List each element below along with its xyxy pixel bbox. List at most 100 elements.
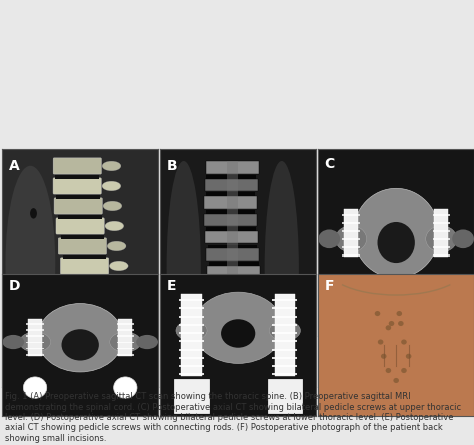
Ellipse shape	[176, 321, 207, 340]
Bar	[179, 316, 204, 318]
Circle shape	[381, 354, 386, 359]
Bar	[27, 329, 44, 331]
Bar	[209, 352, 262, 365]
Bar	[273, 316, 297, 318]
Bar	[343, 222, 360, 224]
Bar	[56, 195, 100, 199]
FancyBboxPatch shape	[62, 278, 110, 294]
Bar	[207, 370, 260, 382]
Text: F: F	[325, 279, 334, 293]
Circle shape	[389, 321, 394, 326]
Bar	[64, 315, 108, 319]
Bar	[60, 355, 103, 359]
Bar	[343, 238, 360, 240]
FancyBboxPatch shape	[53, 158, 101, 174]
Ellipse shape	[105, 221, 124, 231]
Ellipse shape	[136, 335, 158, 349]
Bar	[228, 161, 238, 380]
Bar	[212, 314, 262, 318]
Bar	[434, 209, 448, 258]
Bar	[210, 335, 263, 348]
Bar	[206, 248, 259, 261]
Bar	[433, 230, 450, 232]
Bar	[433, 254, 450, 256]
Bar	[273, 299, 297, 301]
Bar	[117, 323, 134, 325]
FancyBboxPatch shape	[58, 358, 106, 374]
Bar	[273, 357, 297, 359]
FancyBboxPatch shape	[62, 298, 110, 314]
Text: C: C	[325, 157, 335, 170]
Ellipse shape	[6, 341, 36, 376]
FancyBboxPatch shape	[60, 258, 109, 274]
FancyBboxPatch shape	[62, 318, 110, 334]
Bar	[64, 295, 108, 299]
FancyBboxPatch shape	[58, 238, 107, 254]
Ellipse shape	[109, 341, 128, 351]
Bar	[179, 357, 204, 359]
Bar	[179, 324, 204, 326]
Bar	[210, 300, 263, 313]
Ellipse shape	[111, 301, 130, 311]
Ellipse shape	[107, 241, 126, 251]
Circle shape	[398, 321, 404, 326]
Circle shape	[386, 325, 391, 330]
Circle shape	[114, 377, 137, 398]
Ellipse shape	[6, 166, 55, 361]
Bar	[273, 324, 297, 326]
Circle shape	[378, 340, 383, 344]
Bar	[179, 332, 204, 334]
Bar	[343, 214, 360, 216]
Bar	[433, 214, 450, 216]
Bar	[182, 294, 201, 376]
Ellipse shape	[62, 329, 99, 360]
Bar	[273, 340, 297, 343]
Bar	[27, 348, 44, 349]
Bar	[211, 332, 261, 335]
Circle shape	[406, 354, 411, 359]
Bar	[179, 349, 204, 351]
Bar	[63, 255, 106, 259]
Bar	[64, 275, 108, 279]
Text: E: E	[166, 279, 176, 293]
Bar	[210, 279, 260, 283]
Circle shape	[30, 208, 37, 218]
Bar	[117, 341, 134, 343]
Circle shape	[339, 285, 363, 312]
Ellipse shape	[103, 201, 122, 211]
Ellipse shape	[107, 361, 125, 371]
Ellipse shape	[269, 321, 301, 340]
Text: Fig. 1 (A) Preoperative sagittal CT scan showing the thoracic spine. (B) Preoper: Fig. 1 (A) Preoperative sagittal CT scan…	[5, 392, 461, 443]
Bar	[118, 319, 132, 356]
FancyBboxPatch shape	[56, 218, 104, 234]
Bar	[27, 336, 44, 337]
Bar	[209, 262, 259, 266]
Bar	[206, 162, 259, 174]
Circle shape	[375, 311, 380, 316]
Ellipse shape	[37, 303, 123, 372]
Bar	[179, 307, 204, 309]
Bar	[205, 179, 258, 191]
Bar	[206, 210, 255, 214]
Bar	[27, 354, 44, 356]
Bar	[210, 349, 260, 352]
Bar	[210, 318, 263, 330]
Bar	[27, 341, 44, 343]
FancyBboxPatch shape	[54, 198, 102, 214]
Bar	[268, 379, 302, 413]
Ellipse shape	[336, 226, 366, 252]
Bar	[206, 227, 256, 231]
Bar	[208, 266, 260, 278]
Bar	[179, 365, 204, 367]
Text: D: D	[9, 279, 20, 293]
Bar	[273, 373, 297, 376]
Bar	[204, 196, 257, 209]
Bar	[209, 283, 262, 295]
Bar	[55, 175, 99, 179]
Circle shape	[393, 378, 399, 383]
Ellipse shape	[110, 321, 129, 331]
Bar	[179, 299, 204, 301]
Circle shape	[23, 377, 47, 398]
Circle shape	[386, 368, 391, 373]
Ellipse shape	[193, 292, 283, 364]
